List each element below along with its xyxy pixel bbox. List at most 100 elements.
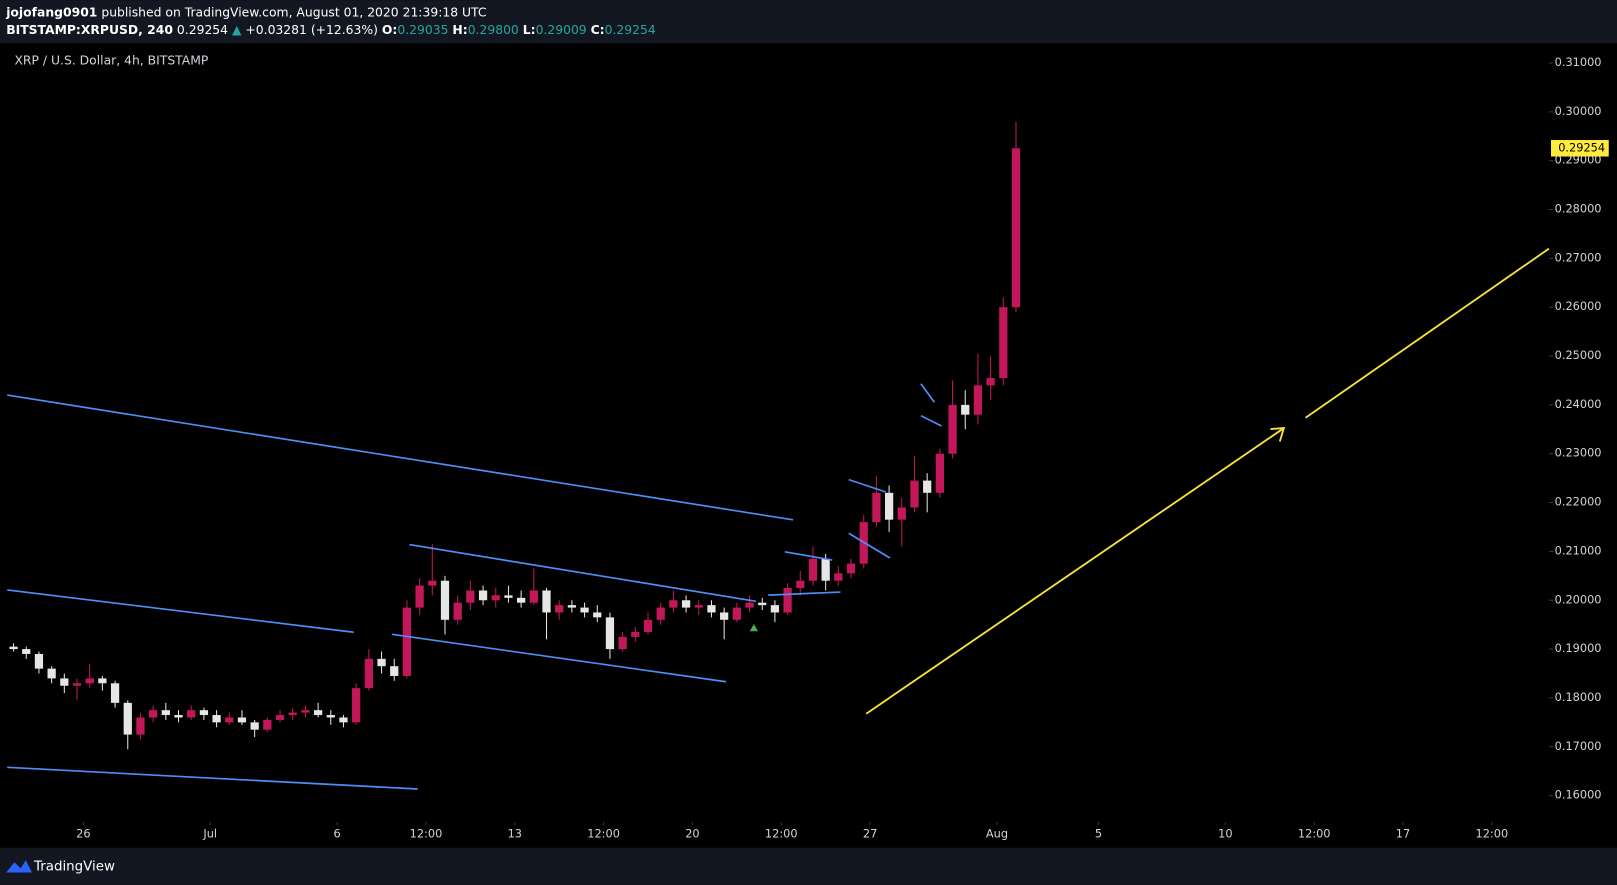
- candle-body: [567, 605, 577, 608]
- footer-bar: [0, 847, 1617, 885]
- candle-body: [85, 678, 94, 684]
- candle-body: [47, 668, 56, 679]
- candle-body: [517, 597, 526, 603]
- ohlc-key: C:: [591, 23, 605, 37]
- candle-body: [402, 607, 412, 676]
- y-tick-label: 0.19000: [1555, 641, 1602, 655]
- author: jojofang0901: [5, 5, 97, 19]
- x-tick-label: 12:00: [1476, 826, 1509, 840]
- candle-body: [923, 480, 932, 493]
- trend-line: [920, 414, 942, 427]
- candle-body: [897, 507, 906, 520]
- candle-body: [199, 710, 209, 716]
- change: +0.03281 (+12.63%): [245, 23, 378, 37]
- y-tick-label: 0.30000: [1555, 104, 1602, 118]
- candle-body: [415, 585, 424, 608]
- ohlc-value: 0.29035: [397, 23, 448, 37]
- trend-line: [409, 543, 757, 603]
- arrow-head: [1270, 427, 1286, 442]
- marks: [9, 62, 1554, 826]
- candle-body: [694, 605, 703, 608]
- trend-line: [391, 633, 727, 683]
- candle-body: [986, 378, 995, 386]
- arrow: ▲: [232, 23, 242, 37]
- plot-background: [0, 43, 1617, 848]
- x-tick-label: 5: [1095, 826, 1102, 840]
- header-line-1: jojofang0901 published on TradingView.co…: [5, 5, 486, 19]
- candle-body: [313, 710, 323, 716]
- x-tick-label: 12:00: [410, 826, 443, 840]
- candle-body: [618, 636, 627, 650]
- last-price-label: 0.29254: [1558, 140, 1605, 154]
- candle-body: [681, 600, 691, 608]
- candle-body: [961, 404, 970, 415]
- candle-body: [440, 580, 450, 620]
- trend-line: [920, 383, 935, 403]
- y-tick-label: 0.24000: [1555, 397, 1602, 411]
- candle-body: [390, 666, 399, 676]
- symbol: BITSTAMP:XRPUSD, 240: [6, 23, 173, 37]
- x-tick-label: 10: [1218, 826, 1232, 840]
- candle-body: [846, 563, 856, 574]
- candle-body: [123, 702, 132, 735]
- trend-line: [848, 478, 887, 493]
- y-tick-label: 0.22000: [1555, 495, 1602, 509]
- candle-body: [225, 717, 234, 723]
- candle-body: [910, 480, 919, 508]
- candle-body: [288, 712, 297, 716]
- x-tick-label: 17: [1396, 826, 1410, 840]
- candle-body: [110, 683, 120, 703]
- x-tick-label: 12:00: [765, 826, 798, 840]
- candle-body: [770, 605, 780, 613]
- ohlc-value: 0.29254: [605, 23, 656, 37]
- candle-body: [720, 612, 729, 620]
- candle-body: [301, 710, 310, 713]
- y-tick-label: 0.27000: [1555, 250, 1602, 264]
- ohlc-key: O:: [382, 23, 397, 37]
- candle-body: [669, 600, 678, 608]
- candle-body: [339, 717, 348, 723]
- chart-title: XRP / U.S. Dollar, 4h, BITSTAMP: [14, 53, 208, 67]
- candle-body: [656, 607, 665, 620]
- candle-body: [364, 658, 373, 689]
- x-tick-label: 12:00: [1298, 826, 1331, 840]
- last: 0.29254: [177, 23, 228, 37]
- trend-line: [7, 394, 794, 521]
- candle-body: [60, 678, 69, 686]
- candle-body: [466, 590, 475, 603]
- ohlc-value: 0.29009: [536, 23, 587, 37]
- candle-body: [326, 715, 335, 718]
- candle-body: [428, 580, 437, 586]
- candle-body: [22, 649, 31, 654]
- y-tick-label: 0.23000: [1555, 446, 1602, 460]
- candle-body: [821, 558, 830, 581]
- candle-body: [453, 602, 462, 620]
- arrow-line: [865, 427, 1285, 715]
- ohlc-value: 0.29800: [468, 23, 519, 37]
- candle-body: [643, 619, 653, 633]
- trend-line: [768, 591, 841, 596]
- candle-body: [174, 715, 183, 718]
- candle-body: [631, 632, 640, 637]
- candle-body: [999, 307, 1008, 379]
- trend-line: [7, 766, 418, 790]
- candle-body: [34, 653, 44, 669]
- candle-body: [377, 658, 386, 667]
- candle-body: [352, 688, 361, 723]
- candle-body: [973, 385, 983, 415]
- candle-body: [263, 719, 272, 730]
- yellow-arrows: [865, 247, 1550, 715]
- y-tick-label: 0.25000: [1555, 348, 1602, 362]
- candle-body: [72, 683, 82, 686]
- candle-body: [707, 605, 716, 613]
- y-tick-label: 0.16000: [1555, 788, 1602, 802]
- candle-body: [884, 492, 894, 520]
- candle-body: [758, 602, 767, 606]
- candle-body: [580, 607, 589, 613]
- candle-body: [872, 492, 881, 523]
- ohlc-key: H:: [452, 23, 467, 37]
- candle-body: [275, 715, 285, 720]
- candle-body: [250, 722, 259, 730]
- arrow-line: [1305, 247, 1550, 419]
